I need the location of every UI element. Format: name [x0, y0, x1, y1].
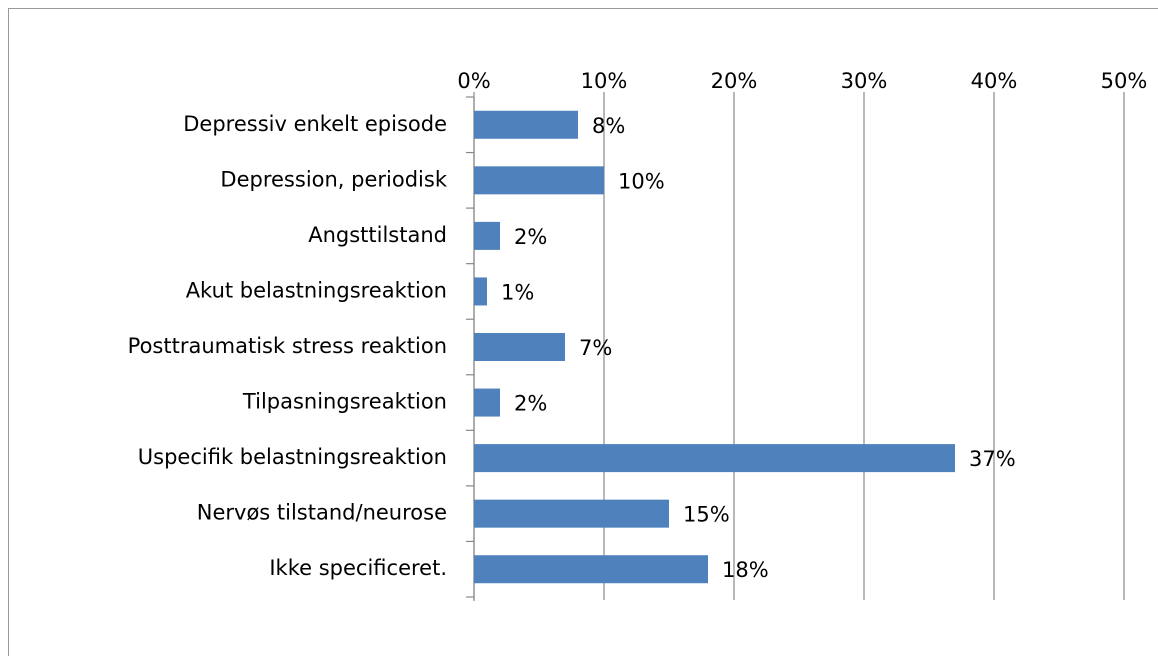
bar — [474, 499, 669, 528]
y-tick-label: Depressiv enkelt episode — [183, 112, 447, 136]
x-tick-label: 0% — [457, 69, 490, 93]
bar — [474, 110, 578, 139]
bar — [474, 277, 487, 306]
data-label: 10% — [618, 169, 665, 193]
x-tick-label: 50% — [1101, 69, 1148, 93]
x-tick-label: 10% — [581, 69, 628, 93]
bar — [474, 221, 500, 250]
bar — [474, 388, 500, 417]
bar — [474, 555, 708, 584]
x-tick-label: 40% — [971, 69, 1018, 93]
y-tick-label: Tilpasningsreaktion — [242, 390, 447, 414]
data-label: 8% — [592, 114, 625, 138]
y-tick-label: Depression, periodisk — [220, 167, 447, 191]
y-tick-label: Uspecifik belastningsreaktion — [138, 445, 447, 469]
data-label: 15% — [683, 503, 730, 527]
y-tick-label: Angsttilstand — [308, 223, 447, 247]
data-label: 2% — [514, 392, 547, 416]
y-tick-label: Akut belastningsreaktion — [186, 278, 447, 302]
data-label: 7% — [579, 336, 612, 360]
y-tick-label: Ikke specificeret. — [269, 556, 447, 580]
x-tick-label: 20% — [711, 69, 758, 93]
data-label: 37% — [969, 447, 1016, 471]
data-label: 18% — [722, 558, 769, 582]
bar — [474, 166, 604, 195]
bar — [474, 333, 565, 361]
y-tick-label: Nervøs tilstand/neurose — [197, 501, 447, 525]
x-tick-label: 30% — [841, 69, 888, 93]
data-label: 1% — [501, 280, 534, 304]
bar — [474, 444, 955, 473]
chart-border — [8, 8, 1158, 656]
y-tick-label: Posttraumatisk stress reaktion — [128, 334, 447, 358]
data-label: 2% — [514, 225, 547, 249]
